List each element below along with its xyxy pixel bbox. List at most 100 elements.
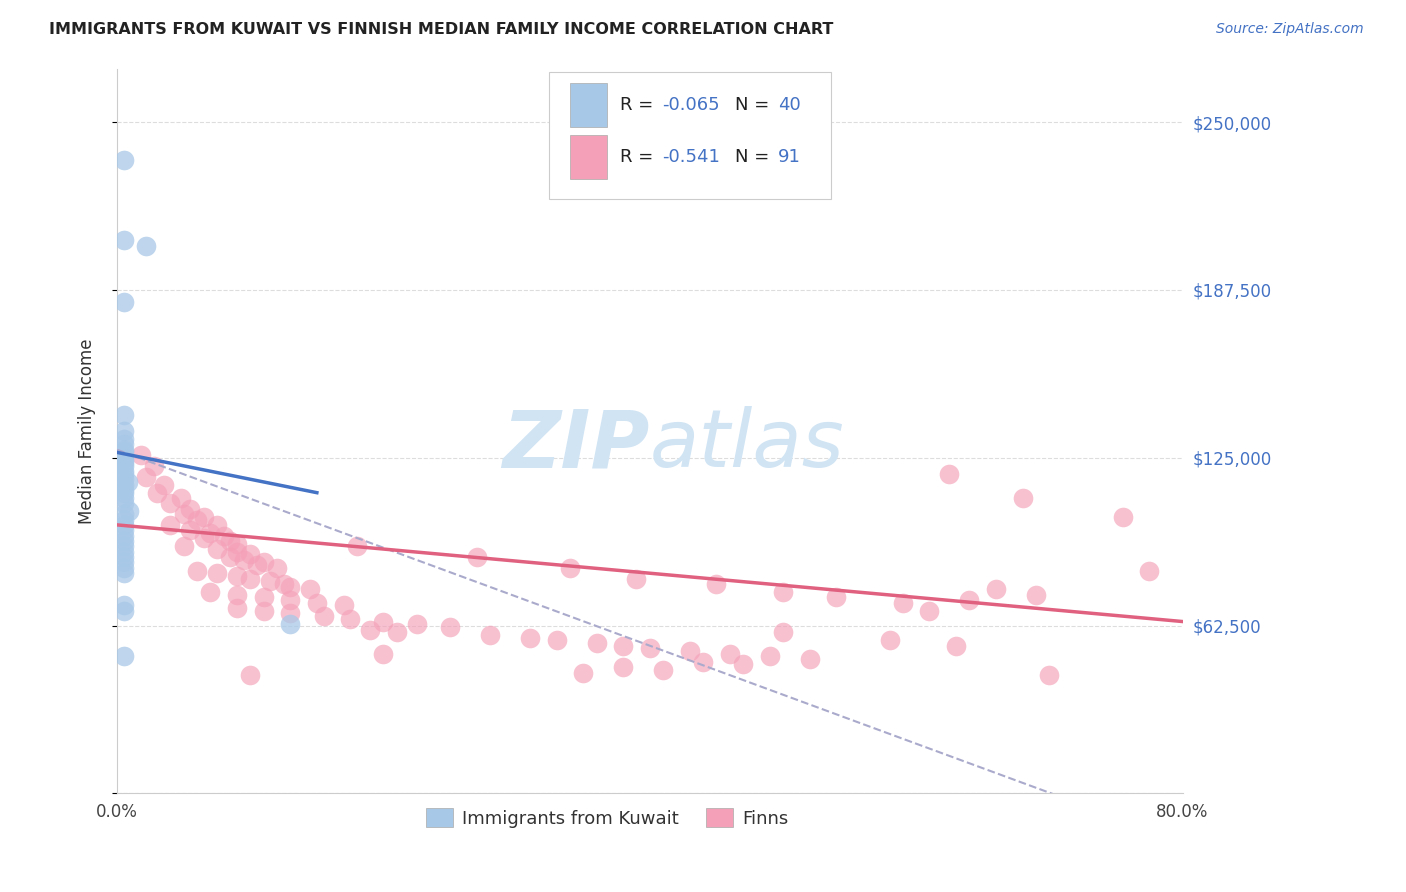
Point <box>405 617 427 632</box>
Legend: Immigrants from Kuwait, Finns: Immigrants from Kuwait, Finns <box>419 801 796 835</box>
Point <box>373 615 395 629</box>
Point <box>226 588 249 602</box>
Point <box>112 485 135 500</box>
Point <box>112 556 135 570</box>
Point <box>1038 668 1060 682</box>
Point <box>118 504 141 518</box>
Point <box>173 507 195 521</box>
FancyBboxPatch shape <box>569 136 607 178</box>
Text: 91: 91 <box>778 148 800 166</box>
Point <box>212 528 235 542</box>
Point <box>112 507 135 521</box>
Point <box>938 467 960 481</box>
Point <box>572 665 595 680</box>
Point <box>159 496 181 510</box>
Point <box>918 604 941 618</box>
Point <box>112 424 135 438</box>
Point <box>239 668 262 682</box>
Text: Source: ZipAtlas.com: Source: ZipAtlas.com <box>1216 22 1364 37</box>
Point <box>112 445 135 459</box>
Point <box>652 663 675 677</box>
Point <box>373 647 395 661</box>
Point <box>479 628 502 642</box>
Point <box>278 593 301 607</box>
Point <box>170 491 193 505</box>
Point <box>984 582 1007 597</box>
Point <box>305 596 328 610</box>
Point <box>112 566 135 581</box>
Point <box>259 574 281 589</box>
Point <box>945 639 967 653</box>
Point <box>112 450 135 465</box>
Point <box>219 550 242 565</box>
Point <box>558 561 581 575</box>
Point <box>112 453 135 467</box>
Point <box>173 540 195 554</box>
Point <box>612 639 634 653</box>
Point <box>112 545 135 559</box>
Text: -0.065: -0.065 <box>662 95 720 114</box>
Point <box>112 550 135 565</box>
Point <box>112 483 135 497</box>
Point <box>772 585 794 599</box>
Point <box>439 620 461 634</box>
Point <box>112 437 135 451</box>
Point <box>112 153 135 167</box>
Point <box>638 641 661 656</box>
Point <box>1137 564 1160 578</box>
Point <box>146 485 169 500</box>
Point <box>112 464 135 478</box>
Text: ZIP: ZIP <box>502 407 650 484</box>
Text: -0.541: -0.541 <box>662 148 720 166</box>
Point <box>152 477 174 491</box>
Point <box>546 633 568 648</box>
Point <box>332 599 354 613</box>
Point <box>346 540 368 554</box>
Point <box>112 432 135 446</box>
Point <box>112 456 135 470</box>
Point <box>799 652 821 666</box>
Point <box>129 448 152 462</box>
Point <box>758 649 780 664</box>
Point <box>278 580 301 594</box>
Point <box>112 540 135 554</box>
Text: IMMIGRANTS FROM KUWAIT VS FINNISH MEDIAN FAMILY INCOME CORRELATION CHART: IMMIGRANTS FROM KUWAIT VS FINNISH MEDIAN… <box>49 22 834 37</box>
Point <box>135 469 157 483</box>
Point <box>312 609 335 624</box>
Point <box>112 467 135 481</box>
Point <box>112 512 135 526</box>
Point <box>226 601 249 615</box>
Point <box>772 625 794 640</box>
Point <box>299 582 322 597</box>
Point <box>193 531 215 545</box>
Point <box>626 572 648 586</box>
FancyBboxPatch shape <box>569 83 607 127</box>
Point <box>112 517 135 532</box>
Point <box>186 512 208 526</box>
Point <box>205 566 228 581</box>
Point <box>193 509 215 524</box>
Y-axis label: Median Family Income: Median Family Income <box>79 338 96 524</box>
Point <box>112 561 135 575</box>
Point <box>112 604 135 618</box>
Point <box>1011 491 1033 505</box>
Point <box>1111 509 1133 524</box>
Point <box>112 649 135 664</box>
Point <box>112 442 135 457</box>
Point <box>179 523 201 537</box>
Point <box>585 636 607 650</box>
Point <box>957 593 980 607</box>
Point <box>359 623 381 637</box>
Point <box>219 534 242 549</box>
Point <box>226 569 249 583</box>
Point <box>239 548 262 562</box>
Text: N =: N = <box>735 95 775 114</box>
Point <box>112 477 135 491</box>
Point <box>112 491 135 505</box>
Text: N =: N = <box>735 148 775 166</box>
Point <box>186 564 208 578</box>
Point <box>112 472 135 486</box>
Point <box>112 458 135 473</box>
Point <box>179 501 201 516</box>
Point <box>226 537 249 551</box>
